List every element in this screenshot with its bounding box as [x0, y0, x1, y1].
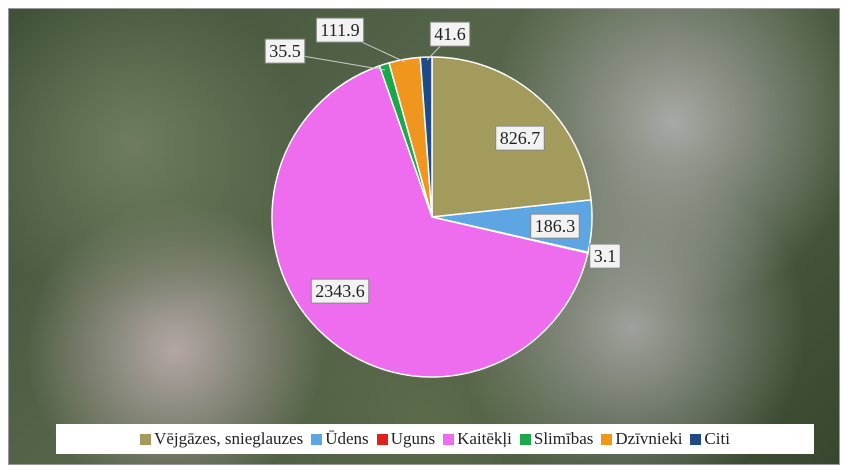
legend: Vējgāzes, snieglauzes Ūdens Uguns Kaitēkļi S… [56, 424, 814, 454]
legend-item: Ūdens [311, 429, 368, 449]
legend-label: Dzīvnieki [615, 429, 682, 449]
data-label: 111.9 [320, 20, 359, 40]
legend-swatch [690, 434, 701, 445]
legend-label: Kaitēkļi [457, 429, 512, 449]
legend-label: Ūdens [325, 429, 368, 449]
data-label: 2343.6 [315, 281, 365, 301]
data-label: 186.3 [535, 216, 576, 236]
legend-item: Kaitēkļi [443, 429, 512, 449]
legend-item: Uguns [377, 429, 435, 449]
legend-swatch [377, 434, 388, 445]
legend-label: Uguns [391, 429, 435, 449]
legend-label: Slimības [534, 429, 594, 449]
legend-item: Slimības [520, 429, 594, 449]
legend-swatch [520, 434, 531, 445]
data-label: 41.6 [434, 24, 466, 44]
page: {"chart_data": {"type": "pie", "categori… [0, 0, 846, 471]
legend-swatch [443, 434, 454, 445]
legend-item: Dzīvnieki [601, 429, 682, 449]
legend-item: Vējgāzes, snieglauzes [140, 429, 303, 449]
legend-label: Citi [704, 429, 730, 449]
legend-swatch [140, 434, 151, 445]
legend-item: Citi [690, 429, 730, 449]
legend-label: Vējgāzes, snieglauzes [154, 429, 303, 449]
data-label: 35.5 [269, 41, 301, 61]
data-label: 3.1 [594, 246, 617, 266]
legend-swatch [601, 434, 612, 445]
data-label: 826.7 [500, 128, 541, 148]
chart: 826.7 186.3 3.1 2343.6 35.5 111.9 41.6 [0, 0, 846, 471]
legend-swatch [311, 434, 322, 445]
